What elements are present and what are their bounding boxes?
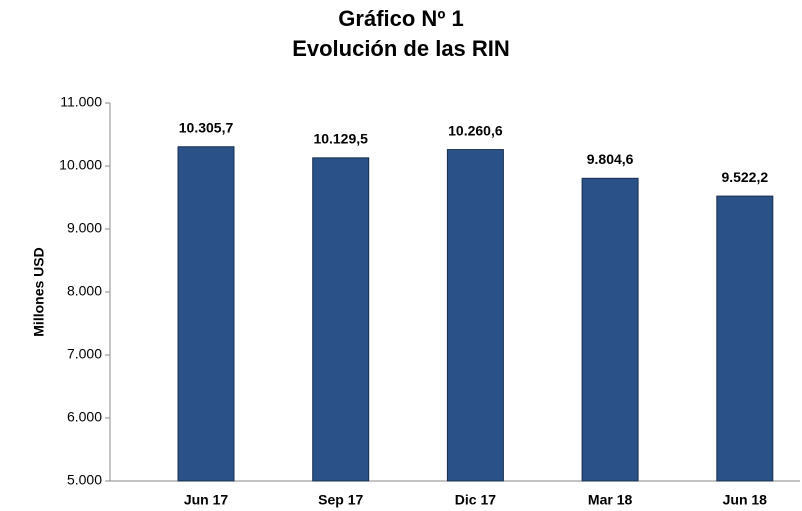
- bar: [446, 149, 504, 482]
- chart-title: Gráfico Nº 1: [338, 6, 463, 31]
- y-tick-label: 7.000: [67, 346, 102, 362]
- data-label: 10.305,7: [179, 119, 234, 135]
- bar: [312, 157, 370, 482]
- y-tick-label: 9.000: [67, 220, 102, 236]
- x-tick-label: Jun 17: [184, 492, 229, 508]
- y-tick-label: 11.000: [60, 94, 102, 110]
- x-tick-label: Sep 17: [318, 492, 363, 508]
- x-tick-label: Mar 18: [588, 492, 633, 508]
- y-tick-label: 6.000: [67, 409, 102, 425]
- bar: [716, 195, 774, 482]
- data-label: 9.804,6: [587, 151, 634, 167]
- data-label: 10.129,5: [313, 131, 368, 147]
- y-tick-label: 5.000: [67, 472, 102, 488]
- bar: [177, 146, 235, 482]
- chart-subtitle: Evolución de las RIN: [292, 36, 510, 61]
- data-label: 10.260,6: [448, 122, 503, 138]
- x-tick-label: Jun 18: [723, 492, 768, 508]
- y-tick-label: 10.000: [59, 157, 102, 173]
- y-tick-label: 8.000: [67, 283, 102, 299]
- x-tick-label: Dic 17: [455, 492, 496, 508]
- bar: [581, 177, 639, 482]
- data-label: 9.522,2: [721, 169, 768, 185]
- y-axis-label: Millones USD: [31, 247, 47, 336]
